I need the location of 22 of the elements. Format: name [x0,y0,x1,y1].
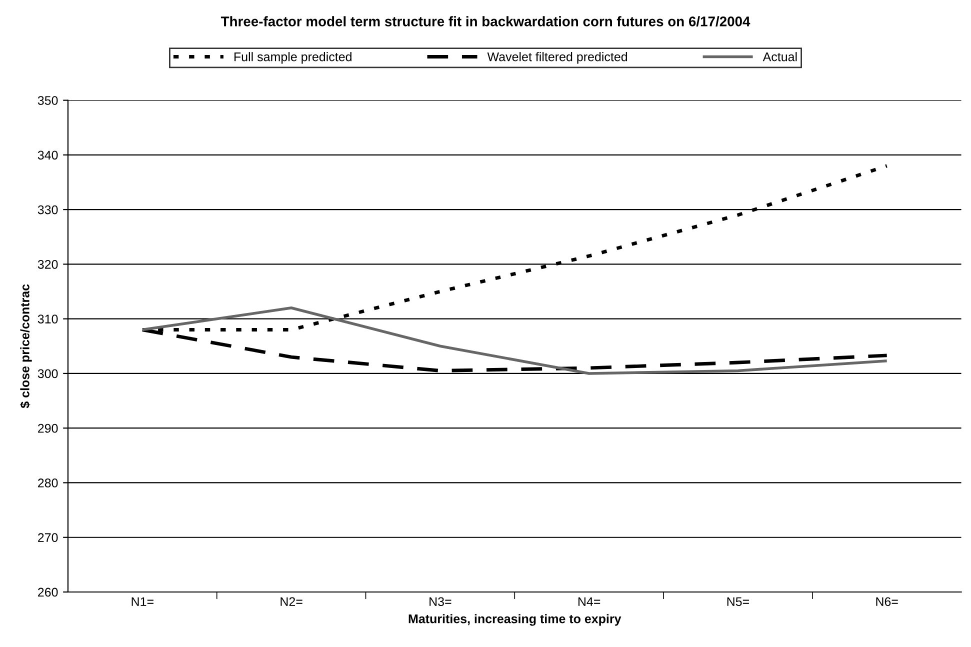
y-tick-label: 340 [38,150,58,160]
y-tick-label: 290 [38,424,58,433]
legend-label: Actual [762,52,797,62]
x-axis-title: Maturities, increasing time to expiry [408,614,622,626]
x-tick-label: N5= [727,597,749,606]
x-tick-label: N2= [280,597,302,606]
y-tick-label: 320 [38,260,58,269]
chart-title: Three-factor model term structure fit in backwardation corn futures on 6/17/2004 [220,16,750,27]
x-tick-label: N1= [132,597,154,606]
y-tick-label: 310 [38,314,58,324]
y-tick-label: 330 [38,205,58,214]
y-tick-label: 260 [38,588,58,597]
y-tick-label: 280 [38,478,58,488]
legend-label: Wavelet filtered predicted [487,52,628,64]
y-tick-label: 300 [38,369,58,378]
x-tick-label: N4= [578,597,600,606]
x-tick-label: N3= [430,597,452,606]
y-tick-label: 350 [38,96,58,105]
x-tick-label: N6= [876,597,898,606]
legend-label: Full sample predicted [234,52,352,64]
y-tick-label: 270 [38,533,58,542]
y-axis-title: $ close price/contrac [20,284,32,408]
